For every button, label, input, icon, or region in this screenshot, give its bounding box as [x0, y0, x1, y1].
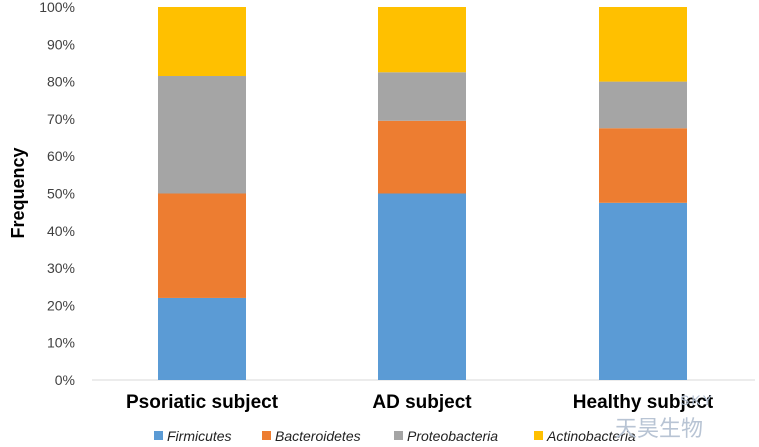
y-tick-label: 10%: [47, 335, 75, 351]
bar-segment-proteobacteria: [599, 81, 687, 129]
y-tick-label: 90%: [47, 36, 75, 52]
category-labels: Psoriatic subject AD subject Healthy subje…: [126, 392, 714, 413]
bar-segment-firmicutes: [158, 297, 246, 380]
y-tick-label: 50%: [47, 186, 75, 202]
y-tick-label: 60%: [47, 148, 75, 164]
bar-segment-bacteroidetes: [158, 193, 246, 298]
watermark-chinese: 天昊生物: [615, 416, 703, 441]
bar-segment-proteobacteria: [158, 76, 246, 194]
legend-swatch: [394, 431, 403, 440]
legend-swatch: [262, 431, 271, 440]
y-tick-label: 30%: [47, 260, 75, 276]
bars-layer: [158, 7, 687, 380]
legend-label: Actinobacteria: [546, 428, 636, 444]
legend-label: Bacteroidetes: [275, 428, 361, 444]
y-tick-label: 100%: [39, 0, 75, 15]
bar-segment-actinobacteria: [378, 7, 466, 73]
y-tick-label: 70%: [47, 111, 75, 127]
legend-swatch: [154, 431, 163, 440]
bar-segment-actinobacteria: [158, 7, 246, 77]
legend: Firmicutes Bacteroidetes Proteobacteria Act…: [154, 428, 636, 444]
y-tick-label: 20%: [47, 297, 75, 313]
bar-segment-bacteroidetes: [599, 128, 687, 203]
bar-segment-firmicutes: [599, 202, 687, 380]
watermark-latin: SKY: [680, 392, 714, 408]
category-label: AD subject: [372, 392, 472, 413]
category-label: Healthy subject: [573, 392, 714, 413]
legend-label: Firmicutes: [167, 428, 232, 444]
bar-segment-proteobacteria: [378, 72, 466, 121]
y-axis-label: Frequency: [8, 147, 28, 238]
bar-segment-firmicutes: [378, 193, 466, 380]
y-tick-label: 80%: [47, 74, 75, 90]
bar-segment-actinobacteria: [599, 7, 687, 82]
legend-swatch: [534, 431, 543, 440]
legend-label: Proteobacteria: [407, 428, 498, 444]
bar-segment-bacteroidetes: [378, 120, 466, 194]
y-tick-label: 40%: [47, 223, 75, 239]
y-tick-label: 0%: [55, 372, 75, 388]
y-axis-ticks: 0% 10% 20% 30% 40% 50% 60% 70% 80% 90% 100%: [39, 0, 75, 388]
category-label: Psoriatic subject: [126, 392, 279, 413]
